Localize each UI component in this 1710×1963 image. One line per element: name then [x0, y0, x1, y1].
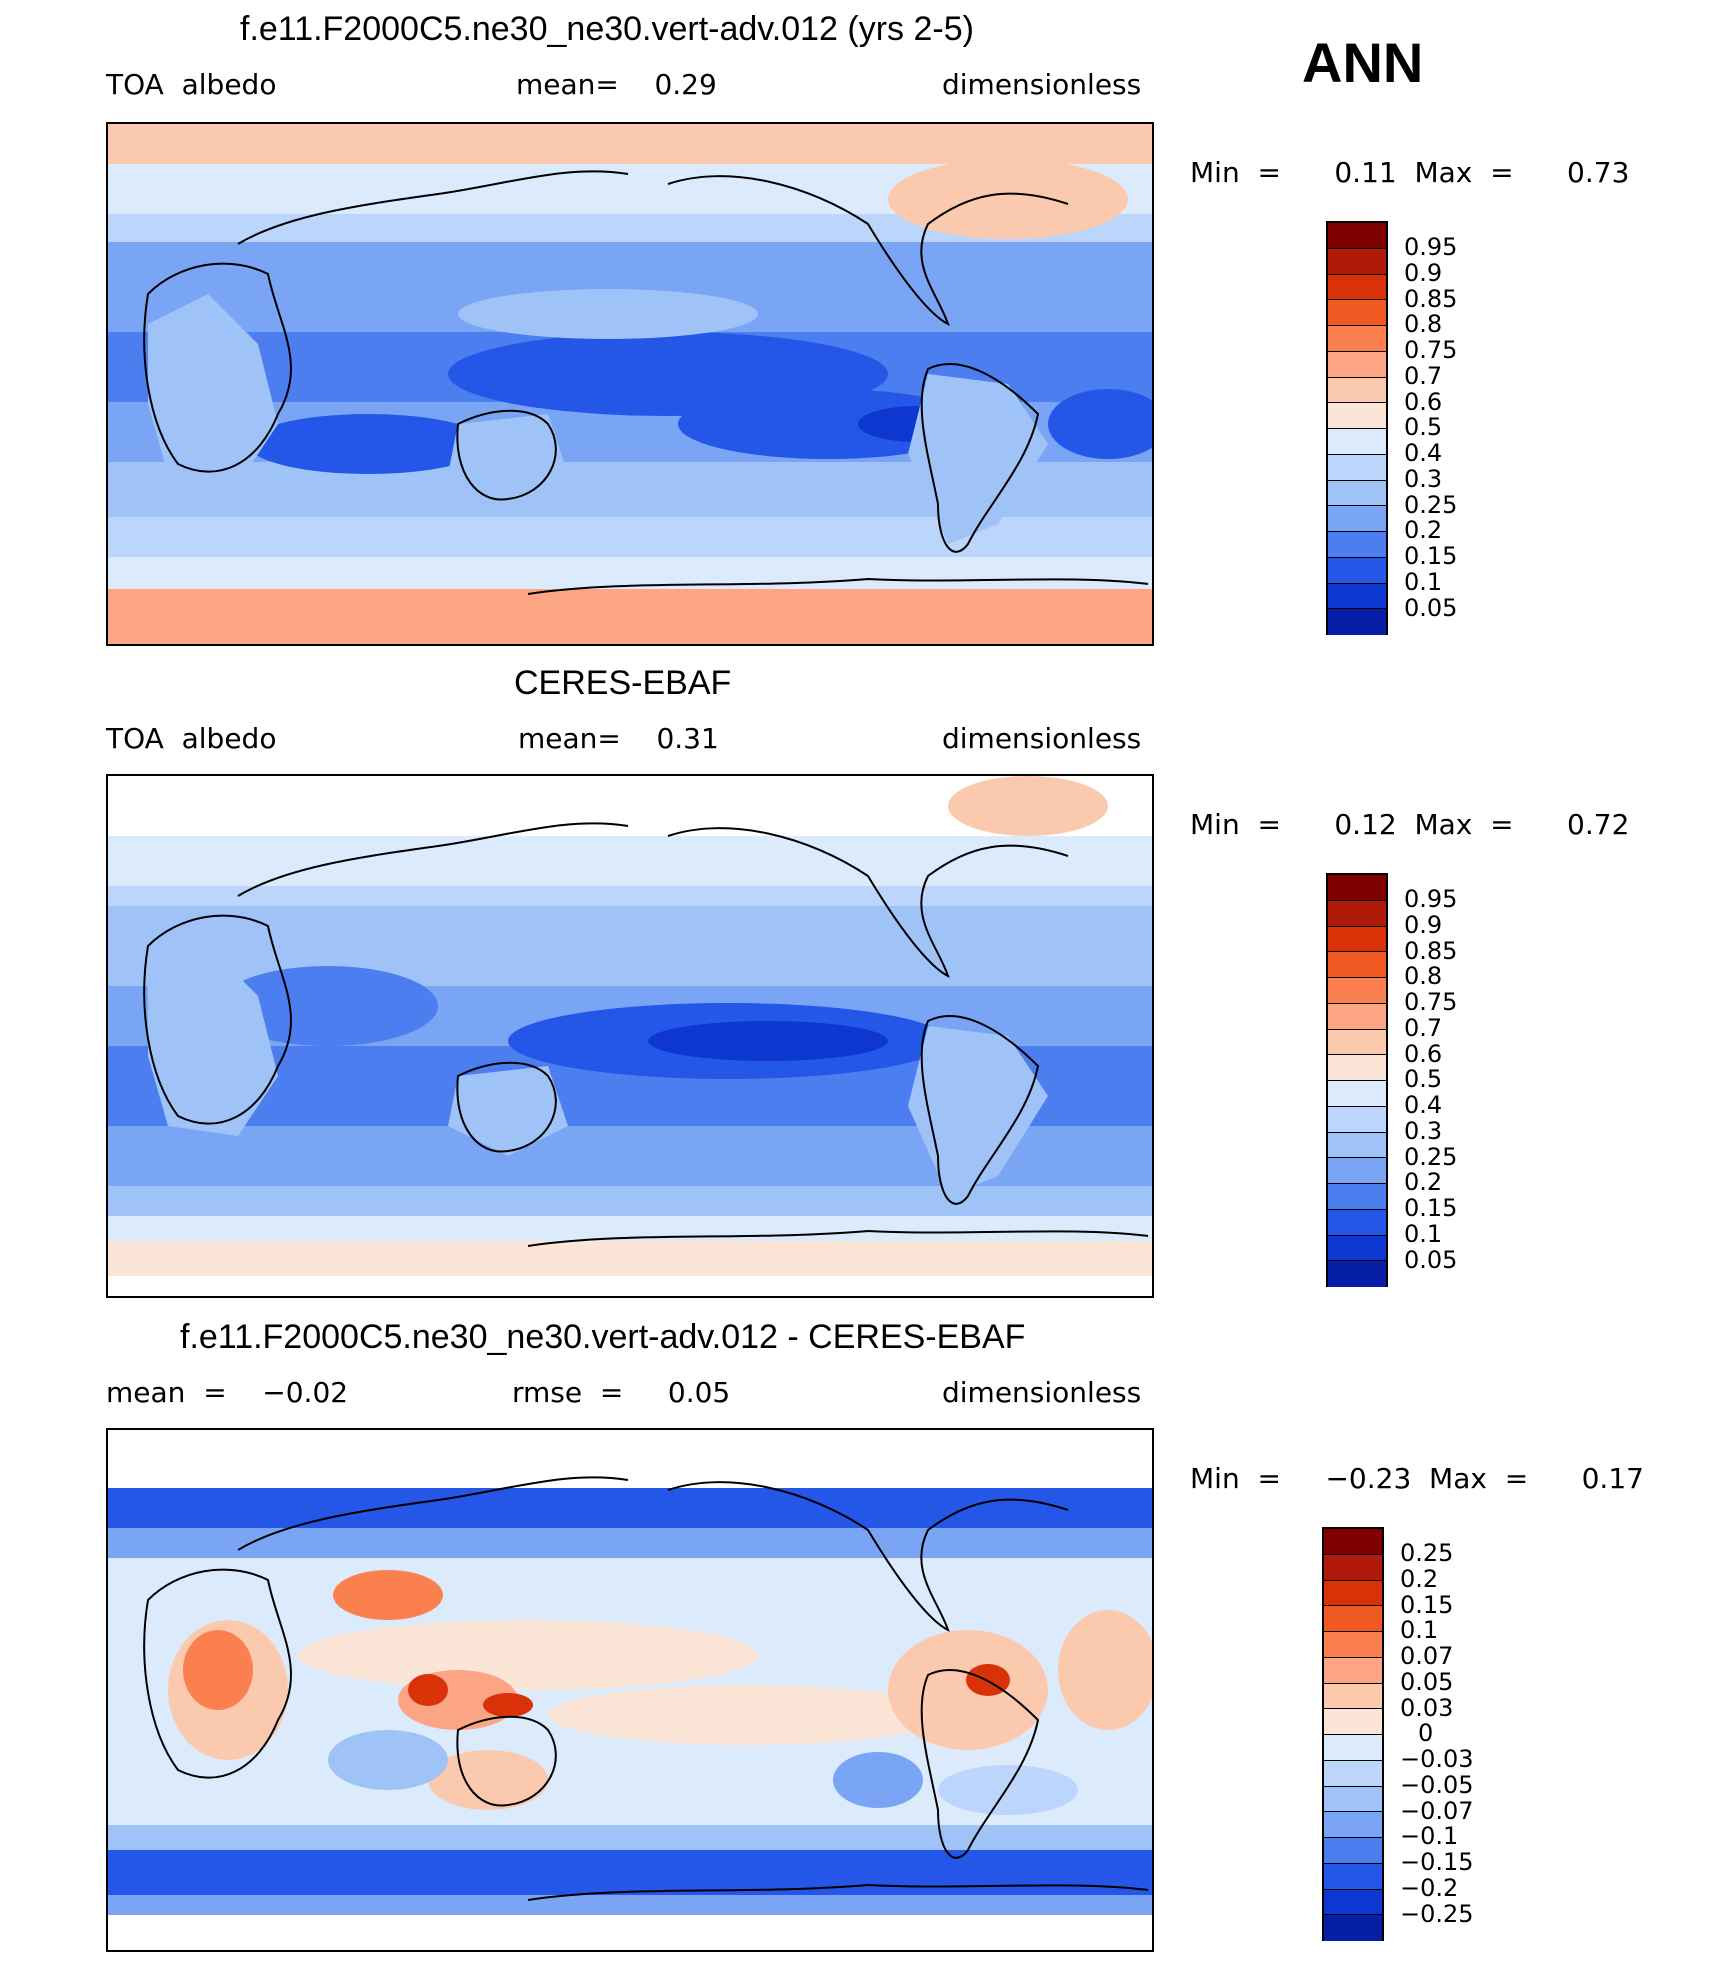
colorbar-tick: 0.25: [1404, 491, 1458, 519]
map-panel-diff: [106, 1428, 1154, 1952]
colorbar-tick: 0.1: [1400, 1616, 1439, 1644]
colorbar-tick: −0.15: [1400, 1848, 1474, 1876]
panel-title-model: f.e11.F2000C5.ne30_ne30.vert-adv.012 (yr…: [240, 10, 974, 48]
colorbar-tick: 0.05: [1404, 594, 1458, 622]
colorbar-tick: 0.03: [1400, 1694, 1454, 1722]
minmax-diff: Min = −0.23 Max = 0.17: [1190, 1462, 1644, 1495]
colorbar-tick: 0.8: [1404, 962, 1443, 990]
colorbar-tick: 0.6: [1404, 1040, 1443, 1068]
colorbar-obs: [1326, 873, 1388, 1287]
colorbar-tick: 0.9: [1404, 259, 1443, 287]
colorbar-tick: 0.4: [1404, 439, 1443, 467]
colorbar-tick: 0.05: [1400, 1668, 1454, 1696]
mean-label-obs: mean= 0.31: [518, 722, 719, 755]
colorbar-tick: 0.25: [1400, 1539, 1454, 1567]
minmax-obs: Min = 0.12 Max = 0.72: [1190, 808, 1630, 841]
colorbar-tick: 0: [1418, 1719, 1434, 1747]
colorbar-tick: 0.4: [1404, 1091, 1443, 1119]
colorbar-tick: −0.2: [1400, 1874, 1459, 1902]
colorbar-tick: 0.1: [1404, 568, 1443, 596]
season-label: ANN: [1302, 31, 1424, 94]
colorbar-tick: 0.15: [1400, 1591, 1454, 1619]
colorbar-tick: 0.3: [1404, 465, 1443, 493]
colorbar-tick: 0.2: [1404, 1168, 1443, 1196]
colorbar-tick: 0.75: [1404, 988, 1458, 1016]
colorbar-tick: −0.07: [1400, 1797, 1474, 1825]
albedo-map-obs: [108, 776, 1152, 1296]
colorbar-model: [1326, 221, 1388, 635]
map-panel-obs: [106, 774, 1154, 1298]
rmse-label-diff: rmse = 0.05: [512, 1376, 731, 1409]
map-panel-model: [106, 122, 1154, 646]
colorbar-tick: 0.75: [1404, 336, 1458, 364]
colorbar-tick: 0.1: [1404, 1220, 1443, 1248]
colorbar-tick: −0.05: [1400, 1771, 1474, 1799]
colorbar-tick: 0.85: [1404, 937, 1458, 965]
colorbar-tick: 0.05: [1404, 1246, 1458, 1274]
colorbar-tick: −0.03: [1400, 1745, 1474, 1773]
field-label-obs: TOA albedo: [106, 722, 277, 755]
colorbar-labels-obs: 0.95 0.9 0.85 0.8 0.75 0.7 0.6 0.5 0.4 0…: [1404, 873, 1514, 1287]
colorbar-tick: 0.7: [1404, 1014, 1443, 1042]
panel-title-diff: f.e11.F2000C5.ne30_ne30.vert-adv.012 - C…: [180, 1318, 1026, 1356]
colorbar-tick: 0.07: [1400, 1642, 1454, 1670]
panel-title-obs: CERES-EBAF: [514, 664, 732, 702]
colorbar-diff: [1322, 1527, 1384, 1941]
colorbar-tick: −0.1: [1400, 1822, 1459, 1850]
field-label-model: TOA albedo: [106, 68, 277, 101]
colorbar-tick: 0.8: [1404, 310, 1443, 338]
units-label-obs: dimensionless: [942, 722, 1142, 755]
mean-label-diff: mean = −0.02: [106, 1376, 349, 1409]
colorbar-tick: 0.95: [1404, 233, 1458, 261]
colorbar-tick: 0.95: [1404, 885, 1458, 913]
colorbar-tick: 0.85: [1404, 285, 1458, 313]
colorbar-tick: 0.9: [1404, 911, 1443, 939]
units-label-model: dimensionless: [942, 68, 1142, 101]
colorbar-tick: 0.15: [1404, 542, 1458, 570]
colorbar-tick: 0.3: [1404, 1117, 1443, 1145]
colorbar-tick: 0.5: [1404, 413, 1443, 441]
colorbar-tick: 0.25: [1404, 1143, 1458, 1171]
minmax-model: Min = 0.11 Max = 0.73: [1190, 156, 1630, 189]
mean-label-model: mean= 0.29: [516, 68, 717, 101]
albedo-diff-map: [108, 1430, 1152, 1950]
colorbar-tick: 0.6: [1404, 388, 1443, 416]
colorbar-labels-diff: 0.25 0.2 0.15 0.1 0.07 0.05 0.03 0 −0.03…: [1400, 1527, 1530, 1941]
albedo-map-model: [108, 124, 1152, 644]
colorbar-tick: 0.5: [1404, 1065, 1443, 1093]
units-label-diff: dimensionless: [942, 1376, 1142, 1409]
colorbar-tick: −0.25: [1400, 1900, 1474, 1928]
colorbar-tick: 0.15: [1404, 1194, 1458, 1222]
colorbar-tick: 0.7: [1404, 362, 1443, 390]
colorbar-labels-model: 0.95 0.9 0.85 0.8 0.75 0.7 0.6 0.5 0.4 0…: [1404, 221, 1514, 635]
colorbar-tick: 0.2: [1400, 1565, 1439, 1593]
colorbar-tick: 0.2: [1404, 516, 1443, 544]
